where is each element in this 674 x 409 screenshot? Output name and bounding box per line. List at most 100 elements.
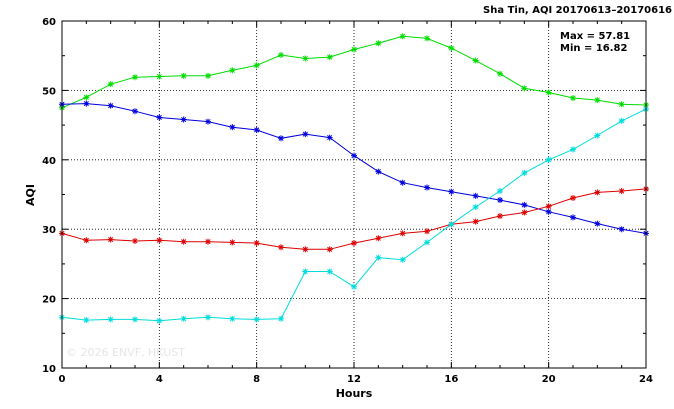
data-point	[424, 228, 430, 235]
y-axis-label: AQI	[24, 184, 37, 206]
data-point	[618, 101, 625, 108]
data-point	[521, 85, 528, 92]
x-tick-label: 12	[347, 374, 361, 385]
data-point	[570, 146, 576, 153]
data-point	[229, 67, 236, 74]
data-point	[83, 317, 90, 324]
data-point	[375, 168, 382, 175]
data-point	[618, 117, 625, 124]
data-point	[302, 131, 309, 138]
data-point	[326, 268, 333, 275]
data-point	[521, 169, 528, 176]
data-point	[497, 70, 503, 77]
data-point	[351, 240, 357, 247]
data-point	[83, 100, 90, 107]
data-point	[545, 89, 552, 96]
data-point	[375, 254, 382, 261]
data-point	[399, 33, 406, 40]
x-tick-label: 20	[542, 374, 556, 385]
data-point	[253, 126, 260, 133]
data-point	[570, 194, 576, 201]
data-point	[83, 237, 90, 244]
data-point	[472, 57, 479, 64]
data-point	[229, 124, 236, 131]
min-stat: Min = 16.82	[560, 43, 628, 54]
data-point	[326, 246, 333, 253]
x-axis-label: Hours	[336, 387, 373, 400]
data-point	[180, 72, 187, 79]
data-point	[107, 316, 114, 323]
data-point	[229, 239, 236, 246]
data-point	[399, 230, 406, 237]
data-point	[594, 132, 601, 139]
data-point	[497, 197, 503, 204]
data-point	[205, 314, 211, 321]
data-point	[351, 152, 357, 159]
data-point	[180, 116, 187, 123]
data-point	[278, 315, 284, 322]
x-tick-label: 16	[444, 374, 458, 385]
data-point	[205, 118, 211, 125]
data-point	[424, 239, 430, 246]
data-point	[326, 54, 333, 61]
data-point	[521, 209, 528, 216]
data-point	[472, 192, 479, 199]
data-point	[278, 244, 284, 251]
data-point	[253, 316, 260, 323]
data-point	[497, 213, 503, 220]
data-point	[521, 201, 528, 208]
data-point	[156, 237, 163, 244]
data-point	[302, 55, 309, 62]
x-tick-label: 4	[156, 374, 163, 385]
data-point	[618, 226, 625, 233]
data-point	[205, 238, 211, 245]
data-point	[205, 72, 211, 79]
y-tick-label: 40	[42, 156, 56, 167]
data-point	[180, 315, 187, 322]
data-point	[180, 238, 187, 245]
y-tick-label: 60	[42, 17, 56, 28]
y-tick-label: 20	[42, 295, 56, 306]
data-point	[424, 35, 430, 42]
y-tick-label: 50	[42, 86, 56, 97]
data-point	[229, 315, 236, 322]
data-point	[594, 189, 601, 196]
data-point	[253, 240, 260, 247]
data-point	[497, 188, 503, 195]
series-layer	[59, 33, 649, 324]
data-point	[83, 94, 90, 101]
data-point	[278, 135, 284, 142]
data-point	[448, 188, 455, 195]
chart-title: Sha Tin, AQI 20170613–20170616	[483, 5, 672, 16]
data-point	[253, 62, 260, 69]
data-point	[132, 237, 138, 244]
data-point	[375, 40, 382, 47]
data-point	[156, 317, 163, 324]
data-point	[594, 220, 601, 227]
x-tick-label: 0	[59, 374, 66, 385]
data-point	[278, 52, 284, 59]
data-point	[156, 114, 163, 121]
data-point	[302, 246, 309, 253]
data-point	[302, 268, 309, 275]
data-point	[107, 236, 114, 243]
data-point	[351, 46, 357, 53]
data-point	[399, 179, 406, 186]
y-tick-label: 10	[42, 364, 56, 375]
data-point	[326, 134, 333, 141]
data-point	[545, 203, 552, 210]
tick-layer: 0 4 8 12 16 20 24 10 20 30 40 50 60	[42, 17, 653, 385]
data-point	[351, 283, 357, 290]
data-point	[107, 81, 114, 88]
data-point	[375, 235, 382, 242]
data-point	[448, 45, 455, 52]
watermark: © 2026 ENVF, HKUST	[66, 346, 185, 359]
data-point	[472, 203, 479, 210]
data-point	[618, 188, 625, 195]
data-point	[132, 316, 138, 323]
data-point	[156, 73, 163, 80]
y-tick-label: 30	[42, 225, 56, 236]
data-point	[570, 214, 576, 221]
data-point	[424, 184, 430, 191]
